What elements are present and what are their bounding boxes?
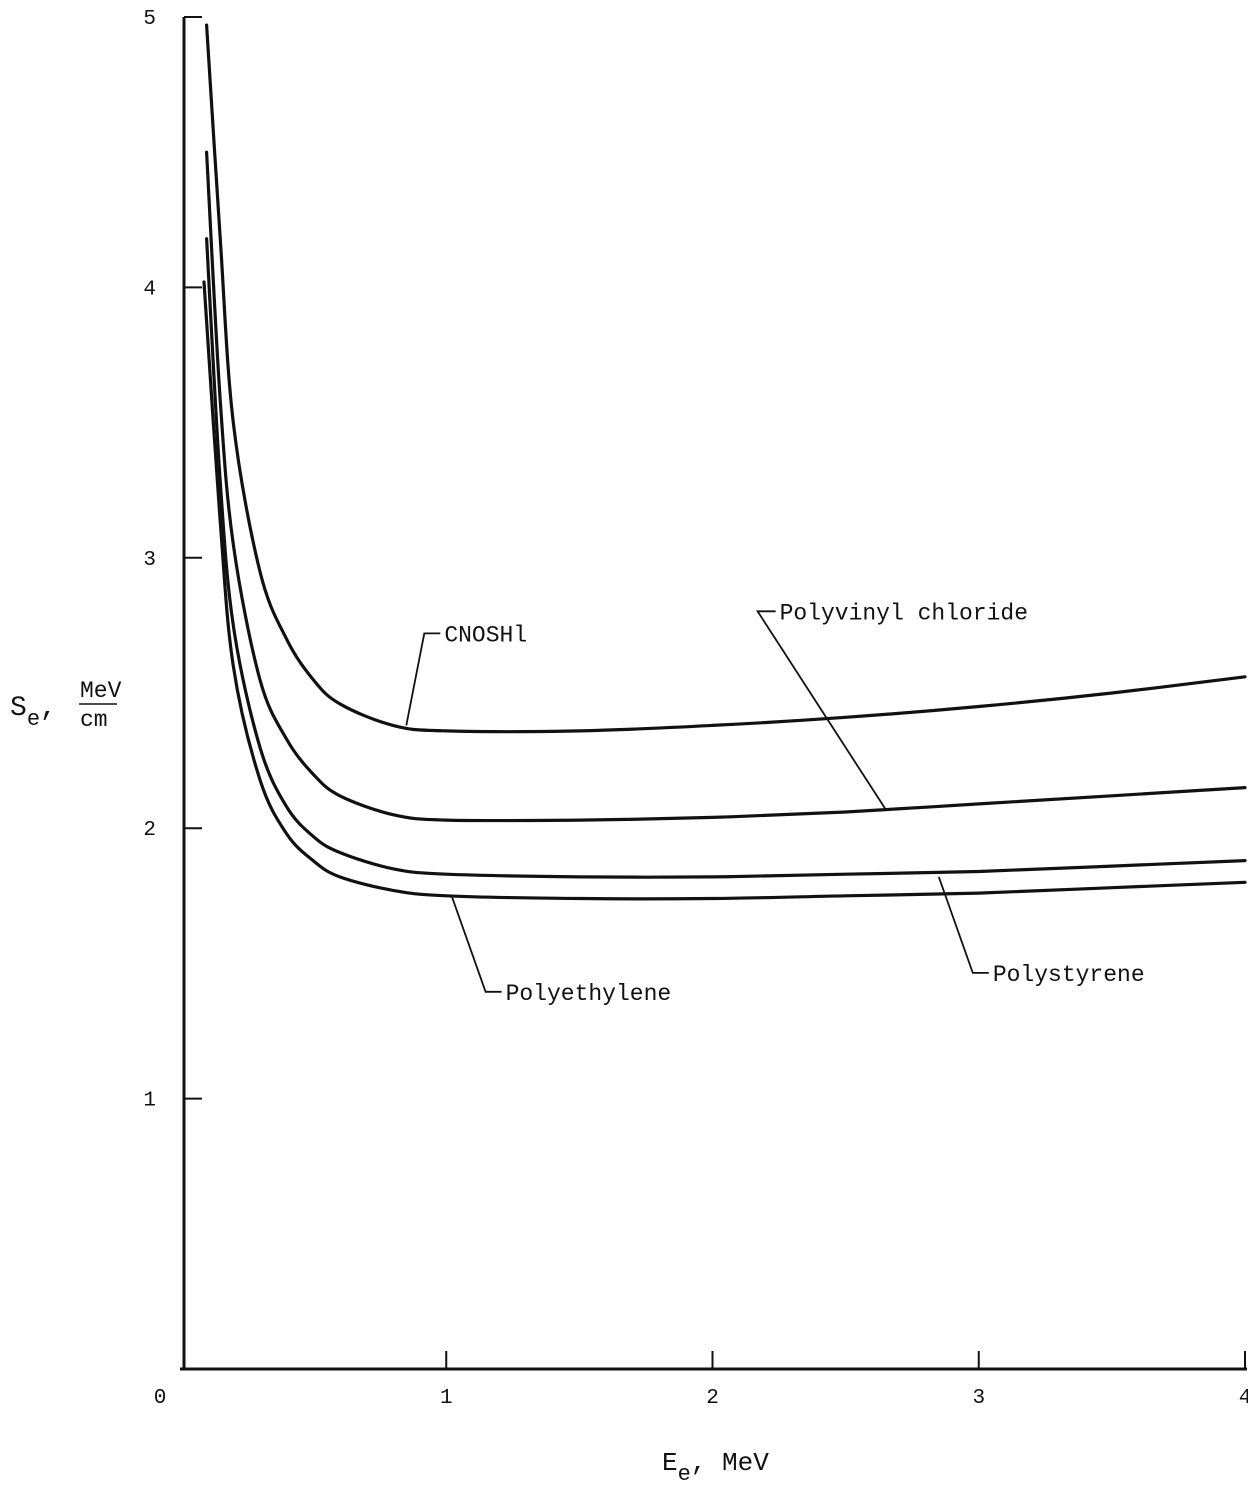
series-line-polyvinyl-chloride: [205, 150, 1247, 823]
leader-line-polyvinyl-chloride: [755, 610, 887, 810]
x-axis-label-sub: e: [678, 1462, 691, 1487]
y-axis-label-sub: e: [27, 707, 40, 732]
leader-line-polyethylene: [450, 895, 502, 993]
y-axis-label-main: S: [10, 693, 27, 724]
y-tick-label: 1: [143, 1090, 156, 1113]
y-tick-label: 4: [143, 278, 156, 301]
series-labels: CNOSHl Polyvinyl chloride Polystyrene Polye…: [405, 600, 1145, 1007]
leader-line-polystyrene: [937, 876, 989, 974]
series-label-polystyrene: Polystyrene: [993, 962, 1145, 988]
x-axis-title: Ee, MeV: [662, 1448, 769, 1487]
x-tick-label: 3: [972, 1387, 985, 1410]
y-axis-unit-denominator: cm: [80, 707, 108, 733]
leader-line-cnoshl: [405, 632, 441, 726]
svg-text:Se,: Se,: [10, 693, 57, 732]
x-tick-label: 0: [154, 1387, 167, 1410]
x-tick-label: 4: [1239, 1387, 1248, 1410]
series-layer: [202, 23, 1247, 901]
series-label-cnoshl: CNOSHl: [444, 622, 527, 648]
y-axis-unit-numerator: MeV: [80, 678, 122, 704]
y-tick-label: 2: [143, 819, 156, 842]
x-axis-label-main: E: [662, 1448, 678, 1478]
x-tick-label: 2: [706, 1387, 719, 1410]
y-axis-title: Se, MeV cm: [10, 678, 122, 733]
x-axis-label-unit: , MeV: [691, 1448, 769, 1478]
series-label-polyvinyl-chloride: Polyvinyl chloride: [780, 600, 1028, 626]
series-line-polystyrene: [205, 237, 1247, 879]
series-line-polyethylene: [202, 280, 1247, 901]
svg-text:Ee, MeV: Ee, MeV: [662, 1448, 769, 1487]
y-tick-label: 3: [143, 549, 156, 572]
axes: 1 2 3 4 5 0 1 2 3 4: [143, 8, 1248, 1410]
y-tick-label: 5: [143, 8, 156, 31]
y-axis-label-sep: ,: [40, 693, 57, 724]
x-tick-label: 1: [440, 1387, 453, 1410]
series-label-polyethylene: Polyethylene: [506, 981, 672, 1007]
series-line-cnoshl: [205, 23, 1247, 734]
